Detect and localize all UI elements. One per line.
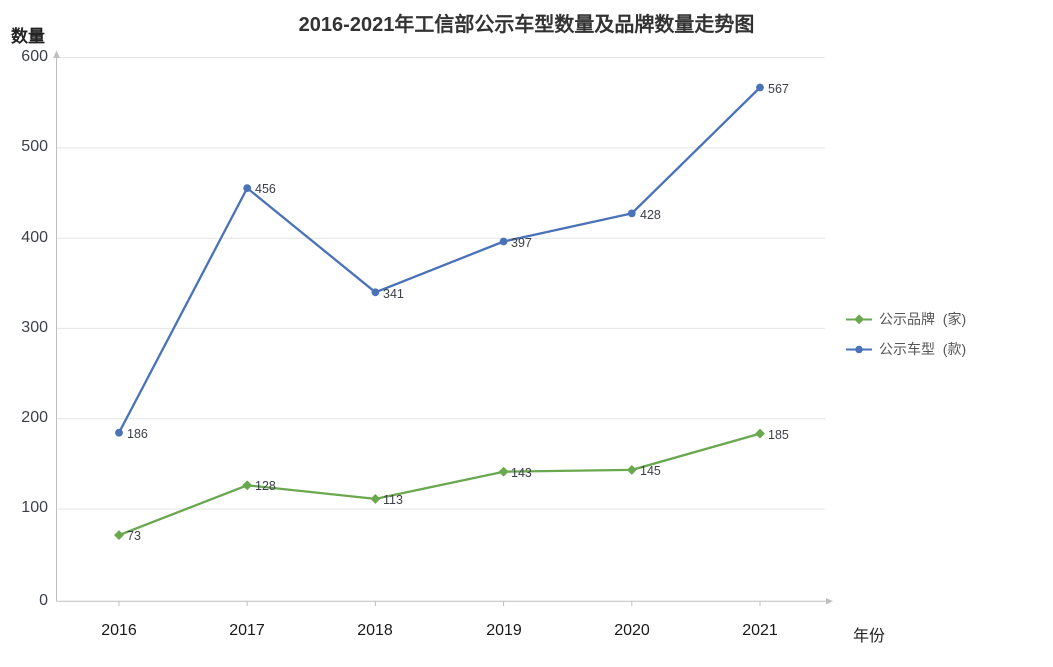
svg-text:456: 456 bbox=[255, 182, 276, 196]
svg-text:185: 185 bbox=[768, 428, 789, 442]
svg-text:428: 428 bbox=[640, 208, 661, 222]
svg-text:341: 341 bbox=[383, 287, 404, 301]
svg-text:113: 113 bbox=[383, 493, 403, 507]
svg-text:567: 567 bbox=[768, 82, 789, 96]
svg-text:145: 145 bbox=[640, 464, 661, 478]
svg-text:186: 186 bbox=[127, 427, 148, 441]
svg-text:73: 73 bbox=[127, 529, 141, 543]
svg-text:128: 128 bbox=[255, 479, 276, 493]
svg-text:143: 143 bbox=[511, 466, 532, 480]
svg-text:397: 397 bbox=[511, 236, 532, 250]
